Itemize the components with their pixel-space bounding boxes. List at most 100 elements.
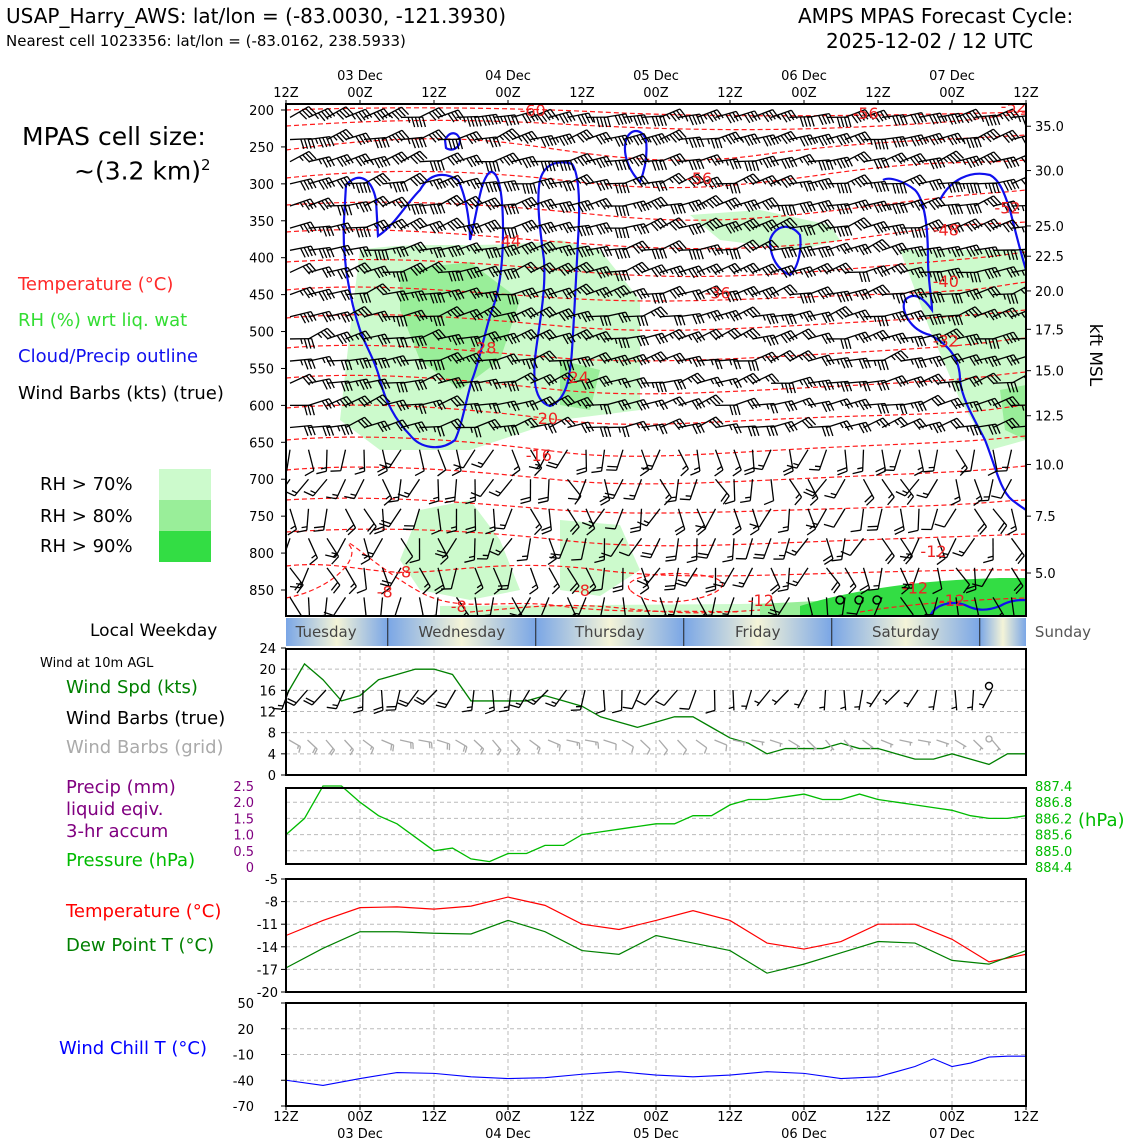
wind-barb xyxy=(399,739,414,750)
wind-barb xyxy=(664,567,680,591)
wind-barb xyxy=(819,689,827,711)
wind-barb xyxy=(308,135,335,148)
barb-flag xyxy=(957,132,965,143)
barb-flag xyxy=(799,269,804,275)
kft-tick-label: 22.5 xyxy=(1035,250,1064,265)
barb-flag xyxy=(581,226,587,237)
wind-barb xyxy=(304,449,315,477)
barb-flag xyxy=(336,314,341,320)
barb-flag xyxy=(640,335,646,346)
barb-flag xyxy=(873,268,878,275)
barb-flag xyxy=(507,294,512,305)
barb-flag xyxy=(651,382,655,389)
barb-flag xyxy=(380,157,388,167)
barb-flag xyxy=(691,555,697,559)
barb-flag xyxy=(978,703,985,706)
barb-flag xyxy=(324,109,332,119)
barb-flag xyxy=(558,247,563,254)
barb-flag xyxy=(391,223,397,229)
barb-flag xyxy=(722,559,733,563)
barb-flag xyxy=(901,375,909,385)
wind-barb xyxy=(639,449,650,477)
barb-flag xyxy=(978,499,989,502)
wind-barb xyxy=(548,200,576,214)
barb-flag xyxy=(529,183,534,194)
barb-flag xyxy=(877,158,883,169)
wind-barb xyxy=(604,205,630,217)
barb-flag xyxy=(336,179,344,189)
temperature-contour-label: -44 xyxy=(495,232,521,251)
pressure-tick-label: 700 xyxy=(249,473,274,488)
barb-flag xyxy=(962,114,970,124)
barb-flag xyxy=(913,268,921,279)
wind-barb xyxy=(474,378,502,390)
barb-flag xyxy=(876,202,883,213)
wind-barb xyxy=(474,358,501,370)
barb-flag xyxy=(995,338,1000,349)
barb-flag xyxy=(695,223,702,234)
barb-flag xyxy=(314,113,320,120)
wind-barb xyxy=(444,479,458,504)
barb-flag xyxy=(706,247,711,253)
barb-flag xyxy=(507,204,513,215)
barb-flag xyxy=(543,377,551,386)
wind-barb xyxy=(863,315,889,327)
barb-flag xyxy=(725,135,733,145)
barb-flag xyxy=(450,421,459,431)
barb-flag xyxy=(1006,334,1013,344)
wind-barb xyxy=(296,508,310,533)
barb-flag xyxy=(407,205,411,211)
barb-flag xyxy=(654,334,662,345)
barb-flag xyxy=(1005,111,1014,121)
barb-flag xyxy=(969,377,976,388)
barb-flag xyxy=(359,227,364,238)
barb-flag xyxy=(792,580,799,584)
barb-flag xyxy=(747,135,754,146)
barb-flag xyxy=(544,161,549,172)
barb-flag xyxy=(397,493,408,498)
barb-flag xyxy=(447,156,455,166)
barb-flag xyxy=(782,466,793,473)
barb-flag xyxy=(716,154,724,164)
wind-barb xyxy=(752,263,780,277)
barb-flag xyxy=(939,271,945,282)
barb-flag xyxy=(390,744,393,751)
barb-flag xyxy=(532,287,539,297)
barb-flag xyxy=(951,114,957,125)
wind-barb xyxy=(604,182,630,194)
barb-flag xyxy=(830,748,834,752)
barb-flag xyxy=(329,378,335,389)
barb-flag xyxy=(952,330,961,339)
barb-flag xyxy=(429,293,435,304)
wind-barb xyxy=(566,739,581,750)
barb-flag xyxy=(444,180,449,186)
barb-flag xyxy=(540,224,547,235)
wind-barb xyxy=(934,508,957,528)
barb-flag xyxy=(421,290,428,301)
wind-barb xyxy=(382,218,410,231)
barb-flag xyxy=(595,158,603,169)
barb-staff xyxy=(807,332,829,340)
wind-barb xyxy=(435,689,457,709)
wind-barb xyxy=(530,135,557,148)
barb-flag xyxy=(880,222,887,232)
wind-barb xyxy=(382,290,409,302)
barb-flag xyxy=(724,201,733,211)
wind-barb xyxy=(771,689,789,706)
barb-staff xyxy=(307,449,315,471)
barb-flag xyxy=(654,354,662,364)
wind-barb xyxy=(863,238,890,253)
barb-flag xyxy=(303,247,310,257)
barb-flag xyxy=(943,115,948,122)
barb-flag xyxy=(828,354,835,365)
wind-barb xyxy=(992,508,1008,535)
barb-flag xyxy=(993,372,1002,382)
barb-flag xyxy=(931,199,940,209)
barb-flag xyxy=(887,496,895,506)
barb-flag xyxy=(310,338,316,349)
barb-flag xyxy=(513,465,519,471)
barb-flag xyxy=(428,500,439,505)
barb-flag xyxy=(676,354,684,364)
wind-barb xyxy=(881,114,908,126)
barb-staff xyxy=(826,380,849,384)
